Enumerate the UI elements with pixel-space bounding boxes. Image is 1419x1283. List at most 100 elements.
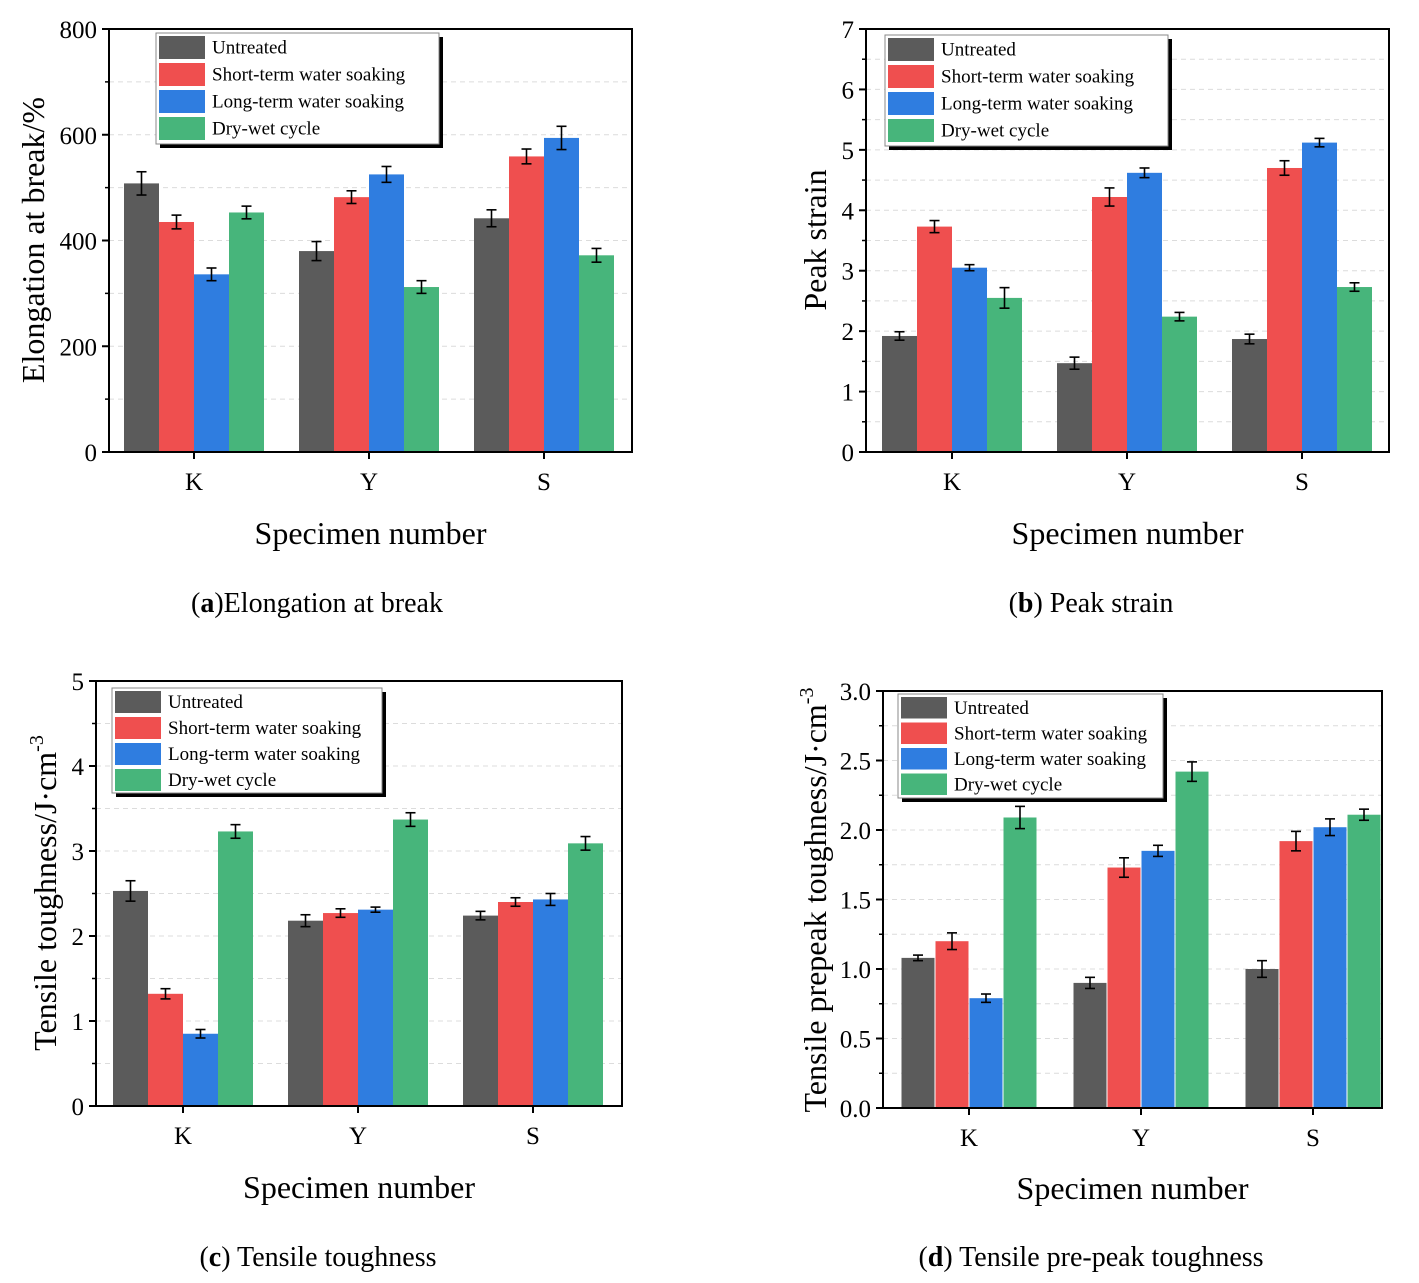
bar [901,957,935,1108]
bar [544,137,579,453]
y-tick-label: 2.0 [840,818,871,845]
bar [917,226,952,452]
legend-label: Long-term water soaking [941,94,1134,115]
legend-swatch [159,36,205,59]
caption-letter: d [928,1242,944,1273]
bar [288,920,323,1106]
y-tick-label: 400 [60,229,98,256]
bar [1057,363,1092,452]
panel-caption: (b) Peak strain [1009,588,1174,619]
y-axis-title: Elongation at break/% [15,97,51,383]
x-axis-title: Specimen number [1012,515,1244,551]
legend-label: Short-term water soaking [954,723,1148,744]
bar [969,998,1003,1108]
bar [404,287,439,452]
legend-swatch [115,691,161,713]
legend-label: Long-term water soaking [168,744,361,765]
bar [1267,167,1302,452]
bar [124,183,159,452]
chart-panel-d: 0.0 0.5 1.0 1.5 2.0 2.5 3.0 K Y S Specimen number T… [796,679,1383,1273]
caption-text: ) Peak strain [1033,588,1173,619]
bar [1162,316,1197,452]
y-tick-label: 200 [60,334,98,361]
legend-label: Dry-wet cycle [941,121,1049,142]
bar [183,1033,218,1106]
legend-label: Dry-wet cycle [212,119,320,140]
x-tick-label: Y [349,1123,367,1150]
x-tick-label: S [1306,1125,1320,1152]
y-tick-label: 4 [842,198,855,225]
legend-swatch [159,117,205,140]
legend-label: Untreated [941,40,1016,61]
y-axis-title-main: Elongation at break/% [15,97,51,383]
x-tick-label: K [943,469,961,496]
chart-panel-b: 0 1 2 3 4 5 6 7 K Y S Specimen number Peak strain Unt… [797,17,1390,619]
bar [463,915,498,1106]
legend-swatch [115,769,161,791]
bar [159,221,194,452]
y-axis-title-main: Tensile prepeak toughness/J·cm [797,704,833,1112]
legend-swatch [888,92,934,115]
bar [1337,287,1372,452]
x-tick-label: K [185,469,203,496]
x-axis-title: Specimen number [1017,1170,1249,1206]
y-tick-label: 0 [85,440,98,467]
legend-label: Long-term water soaking [954,749,1147,770]
y-axis-title-main: Peak strain [797,169,833,310]
caption-text: )Elongation at break [214,588,443,619]
bar [218,831,253,1106]
bar [334,197,369,452]
bar [358,909,393,1106]
caption-paren: ( [918,1242,927,1273]
y-tick-label: 0.5 [840,1027,871,1054]
legend-swatch [159,90,205,113]
legend-swatch [888,65,934,88]
bar [369,174,404,452]
x-tick-label: S [537,469,551,496]
bar [509,156,544,452]
y-axis-title-main: Tensile toughness/J·cm [27,752,63,1051]
y-tick-label: 1.0 [840,957,871,984]
bar [987,297,1022,452]
legend-swatch [888,38,934,61]
x-tick-label: S [526,1123,540,1150]
y-tick-label: 600 [60,123,98,150]
bar [1175,771,1209,1108]
bar [1347,814,1381,1108]
y-axis-title: Peak strain [797,169,833,310]
panel-caption: (c) Tensile toughness [199,1242,436,1273]
y-tick-label: 2 [842,319,855,346]
y-tick-label: 2 [72,924,85,951]
panel-caption: (a)Elongation at break [191,588,443,619]
caption-letter: b [1018,588,1034,619]
bar [194,274,229,452]
bar [323,913,358,1106]
y-tick-label: 4 [72,754,85,781]
y-tick-label: 5 [842,138,855,165]
y-tick-label: 0 [72,1094,85,1121]
y-tick-label: 7 [842,17,855,44]
bar [1313,827,1347,1108]
bar [1245,969,1279,1108]
legend-label: Long-term water soaking [212,92,405,113]
y-axis-title: Tensile prepeak toughness/J·cm-3 [796,688,833,1113]
x-tick-label: Y [1132,1125,1150,1152]
legend-swatch [159,63,205,86]
bar [533,899,568,1106]
bar [393,819,428,1106]
legend-label: Untreated [212,38,287,59]
y-tick-label: 1 [72,1009,85,1036]
legend-label: Short-term water soaking [212,65,406,86]
bar [299,251,334,452]
bar [1279,841,1313,1108]
bar [148,993,183,1106]
legend-label: Untreated [954,698,1029,719]
bar [935,941,969,1108]
legend-swatch [888,119,934,142]
bar [474,218,509,452]
legend-label: Short-term water soaking [941,67,1135,88]
y-axis-title: Tensile toughness/J·cm-3 [26,735,63,1051]
caption-paren: ( [191,588,200,619]
y-tick-label: 1.5 [840,888,871,915]
